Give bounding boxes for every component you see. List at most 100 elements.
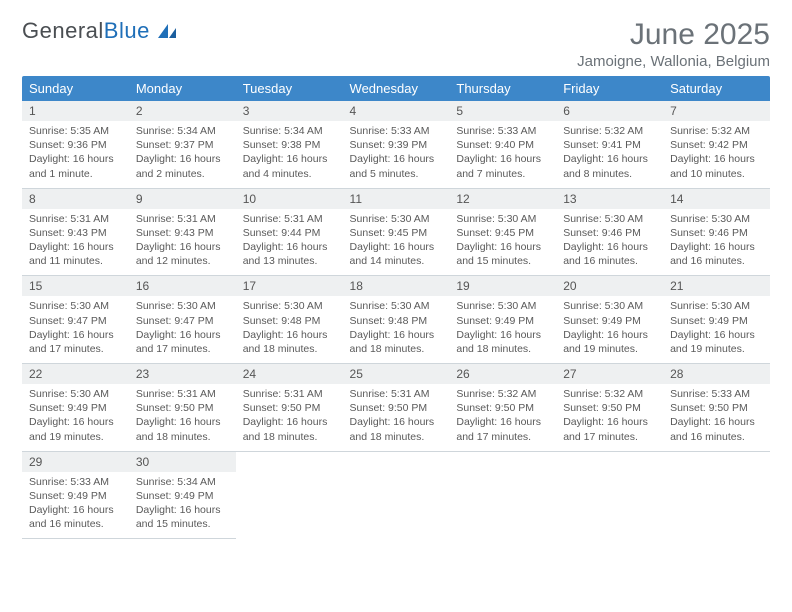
sunrise-line: Sunrise: 5:30 AM [563, 212, 656, 226]
day-details: Sunrise: 5:32 AMSunset: 9:50 PMDaylight:… [556, 384, 663, 451]
sunrise-line: Sunrise: 5:31 AM [243, 212, 336, 226]
sunset-line: Sunset: 9:42 PM [670, 138, 763, 152]
logo: GeneralBlue [22, 18, 180, 44]
daylight-line: Daylight: 16 hours and 18 minutes. [243, 328, 336, 356]
sunset-line: Sunset: 9:50 PM [670, 401, 763, 415]
daylight-line: Daylight: 16 hours and 1 minute. [29, 152, 122, 180]
sunset-line: Sunset: 9:50 PM [243, 401, 336, 415]
day-number: 14 [663, 189, 770, 209]
day-number: 30 [129, 452, 236, 472]
calendar-row: 1Sunrise: 5:35 AMSunset: 9:36 PMDaylight… [22, 101, 770, 189]
sunrise-line: Sunrise: 5:30 AM [136, 299, 229, 313]
day-details: Sunrise: 5:35 AMSunset: 9:36 PMDaylight:… [22, 121, 129, 188]
day-details: Sunrise: 5:31 AMSunset: 9:44 PMDaylight:… [236, 209, 343, 276]
day-number: 10 [236, 189, 343, 209]
calendar-cell [236, 452, 343, 540]
daylight-line: Daylight: 16 hours and 16 minutes. [670, 415, 763, 443]
sunrise-line: Sunrise: 5:32 AM [563, 124, 656, 138]
dow-header: Wednesday [343, 76, 450, 101]
calendar-cell: 29 Sunrise: 5:33 AMSunset: 9:49 PMDayligh… [22, 452, 129, 540]
dow-header: Friday [556, 76, 663, 101]
calendar-cell: 26Sunrise: 5:32 AMSunset: 9:50 PMDayligh… [449, 364, 556, 452]
sunrise-line: Sunrise: 5:30 AM [350, 299, 443, 313]
sunrise-line: Sunrise: 5:33 AM [670, 387, 763, 401]
day-details: Sunrise: 5:32 AMSunset: 9:41 PMDaylight:… [556, 121, 663, 188]
day-details: Sunrise: 5:30 AMSunset: 9:49 PMDaylight:… [22, 384, 129, 451]
daylight-line: Daylight: 16 hours and 10 minutes. [670, 152, 763, 180]
day-number: 20 [556, 276, 663, 296]
sunrise-line: Sunrise: 5:33 AM [29, 475, 122, 489]
sunrise-line: Sunrise: 5:30 AM [670, 212, 763, 226]
calendar-cell: 24Sunrise: 5:31 AMSunset: 9:50 PMDayligh… [236, 364, 343, 452]
daylight-line: Daylight: 16 hours and 19 minutes. [563, 328, 656, 356]
sunset-line: Sunset: 9:39 PM [350, 138, 443, 152]
calendar-cell: 11Sunrise: 5:30 AMSunset: 9:45 PMDayligh… [343, 189, 450, 277]
calendar-table: SundayMondayTuesdayWednesdayThursdayFrid… [22, 76, 770, 539]
day-number: 3 [236, 101, 343, 121]
sunrise-line: Sunrise: 5:31 AM [136, 212, 229, 226]
sunrise-line: Sunrise: 5:33 AM [350, 124, 443, 138]
day-number: 24 [236, 364, 343, 384]
dow-header: Tuesday [236, 76, 343, 101]
day-number: 15 [22, 276, 129, 296]
dow-header: Thursday [449, 76, 556, 101]
day-number: 28 [663, 364, 770, 384]
sunrise-line: Sunrise: 5:30 AM [456, 212, 549, 226]
sunrise-line: Sunrise: 5:30 AM [29, 299, 122, 313]
calendar-row: 29Sunrise: 5:33 AMSunset: 9:49 PMDayligh… [22, 452, 770, 540]
sunset-line: Sunset: 9:49 PM [29, 489, 122, 503]
calendar-cell: 25Sunrise: 5:31 AMSunset: 9:50 PMDayligh… [343, 364, 450, 452]
calendar-cell: 17Sunrise: 5:30 AMSunset: 9:48 PMDayligh… [236, 276, 343, 364]
day-number: 17 [236, 276, 343, 296]
calendar-cell: 21Sunrise: 5:30 AMSunset: 9:49 PMDayligh… [663, 276, 770, 364]
day-details: Sunrise: 5:32 AMSunset: 9:42 PMDaylight:… [663, 121, 770, 188]
day-details: Sunrise: 5:30 AMSunset: 9:49 PMDaylight:… [663, 296, 770, 363]
calendar-cell [343, 452, 450, 540]
calendar-cell: 18Sunrise: 5:30 AMSunset: 9:48 PMDayligh… [343, 276, 450, 364]
daylight-line: Daylight: 16 hours and 2 minutes. [136, 152, 229, 180]
sunset-line: Sunset: 9:49 PM [136, 489, 229, 503]
calendar-cell: 5Sunrise: 5:33 AMSunset: 9:40 PMDaylight… [449, 101, 556, 189]
sunset-line: Sunset: 9:49 PM [563, 314, 656, 328]
day-number: 4 [343, 101, 450, 121]
calendar-cell: 9Sunrise: 5:31 AMSunset: 9:43 PMDaylight… [129, 189, 236, 277]
daylight-line: Daylight: 16 hours and 18 minutes. [350, 415, 443, 443]
day-details: Sunrise: 5:30 AMSunset: 9:47 PMDaylight:… [129, 296, 236, 363]
daylight-line: Daylight: 16 hours and 16 minutes. [29, 503, 122, 531]
sunset-line: Sunset: 9:40 PM [456, 138, 549, 152]
calendar-cell: 19Sunrise: 5:30 AMSunset: 9:49 PMDayligh… [449, 276, 556, 364]
daylight-line: Daylight: 16 hours and 19 minutes. [670, 328, 763, 356]
day-details: Sunrise: 5:30 AMSunset: 9:49 PMDaylight:… [556, 296, 663, 363]
day-number: 11 [343, 189, 450, 209]
calendar-cell: 10Sunrise: 5:31 AMSunset: 9:44 PMDayligh… [236, 189, 343, 277]
calendar-cell: 12Sunrise: 5:30 AMSunset: 9:45 PMDayligh… [449, 189, 556, 277]
day-number: 27 [556, 364, 663, 384]
sunrise-line: Sunrise: 5:32 AM [456, 387, 549, 401]
daylight-line: Daylight: 16 hours and 18 minutes. [350, 328, 443, 356]
day-number: 8 [22, 189, 129, 209]
daylight-line: Daylight: 16 hours and 14 minutes. [350, 240, 443, 268]
calendar-cell: 22Sunrise: 5:30 AMSunset: 9:49 PMDayligh… [22, 364, 129, 452]
daylight-line: Daylight: 16 hours and 5 minutes. [350, 152, 443, 180]
dow-header: Monday [129, 76, 236, 101]
sunrise-line: Sunrise: 5:30 AM [243, 299, 336, 313]
calendar-row: 15Sunrise: 5:30 AMSunset: 9:47 PMDayligh… [22, 276, 770, 364]
title-block: June 2025 Jamoigne, Wallonia, Belgium [577, 18, 770, 70]
day-details: Sunrise: 5:31 AMSunset: 9:50 PMDaylight:… [236, 384, 343, 451]
day-number: 1 [22, 101, 129, 121]
sunset-line: Sunset: 9:50 PM [136, 401, 229, 415]
daylight-line: Daylight: 16 hours and 16 minutes. [670, 240, 763, 268]
day-number: 29 [22, 452, 129, 472]
day-details: Sunrise: 5:30 AMSunset: 9:48 PMDaylight:… [343, 296, 450, 363]
day-details: Sunrise: 5:30 AMSunset: 9:48 PMDaylight:… [236, 296, 343, 363]
day-of-week-row: SundayMondayTuesdayWednesdayThursdayFrid… [22, 76, 770, 101]
day-number: 21 [663, 276, 770, 296]
daylight-line: Daylight: 16 hours and 13 minutes. [243, 240, 336, 268]
sunset-line: Sunset: 9:43 PM [29, 226, 122, 240]
sunrise-line: Sunrise: 5:34 AM [136, 475, 229, 489]
day-details: Sunrise: 5:31 AMSunset: 9:50 PMDaylight:… [343, 384, 450, 451]
day-details: Sunrise: 5:33 AMSunset: 9:40 PMDaylight:… [449, 121, 556, 188]
calendar-cell: 27Sunrise: 5:32 AMSunset: 9:50 PMDayligh… [556, 364, 663, 452]
day-number: 23 [129, 364, 236, 384]
calendar-cell [663, 452, 770, 540]
